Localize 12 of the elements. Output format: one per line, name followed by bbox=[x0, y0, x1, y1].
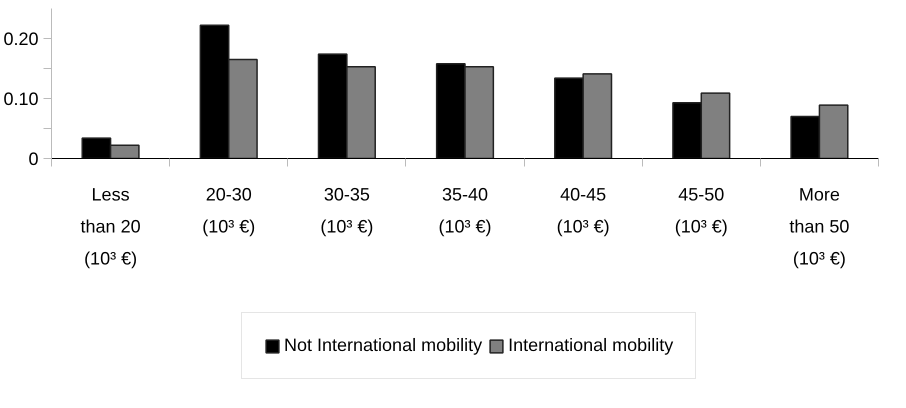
x-tick-label: 40-45 (10³ €) bbox=[556, 184, 610, 236]
legend-label: Not International mobility bbox=[284, 335, 482, 356]
y-tick-label: 0 bbox=[28, 149, 39, 169]
x-tick-label: 45-50 (10³ €) bbox=[674, 184, 728, 236]
x-tick-label: 30-35 (10³ €) bbox=[320, 184, 374, 236]
x-tick-label: 20-30 (10³ €) bbox=[202, 184, 256, 236]
x-tick-label: Less than 20 (10³ €) bbox=[80, 184, 141, 268]
x-tick-label: 35-40 (10³ €) bbox=[438, 184, 492, 236]
legend-label: International mobility bbox=[508, 335, 674, 356]
y-tick-label: 0.20 bbox=[3, 29, 39, 49]
y-tick-label: 0.10 bbox=[3, 89, 39, 109]
x-tick-label: More than 50 (10³ €) bbox=[789, 184, 850, 268]
